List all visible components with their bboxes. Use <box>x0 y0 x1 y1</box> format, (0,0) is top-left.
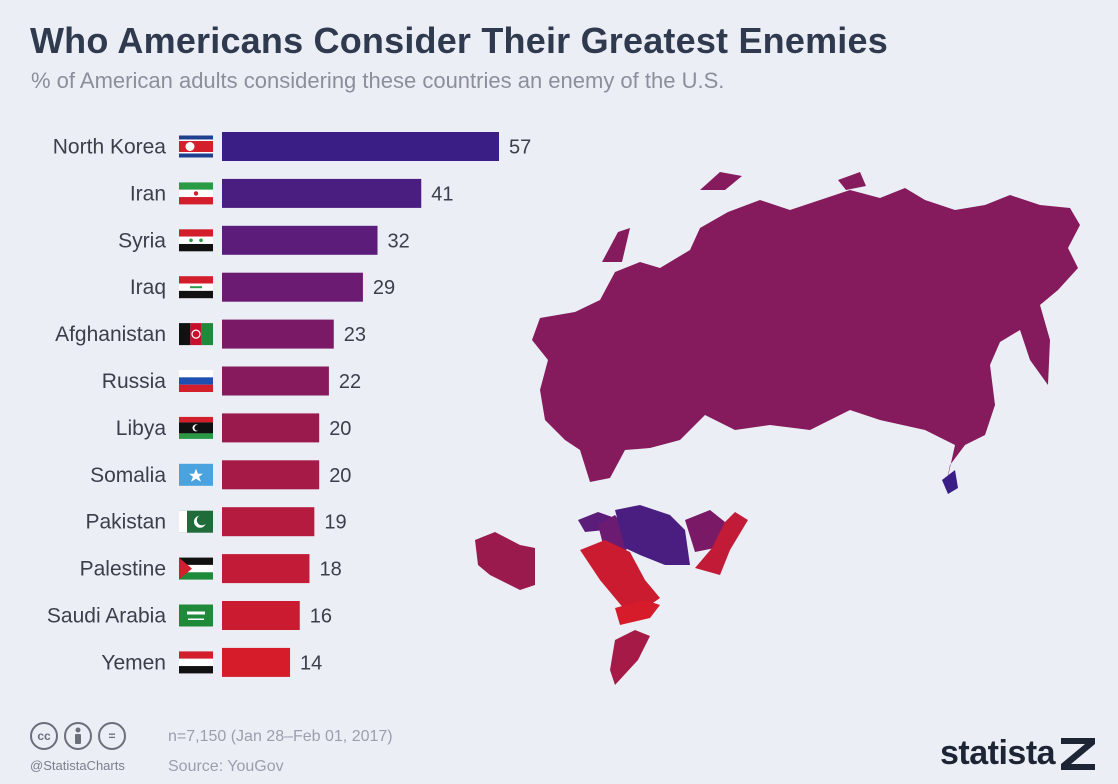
chart-title: Who Americans Consider Their Greatest En… <box>30 20 888 61</box>
category-label-yemen: Yemen <box>101 651 166 674</box>
value-label-palestine: 18 <box>319 559 341 581</box>
category-label-syria: Syria <box>118 229 166 252</box>
source-note: Source: YouGov <box>168 758 284 775</box>
bar-north-korea <box>222 132 499 161</box>
map-region-novaya-zemlya <box>700 172 742 190</box>
bar-yemen <box>222 647 291 677</box>
value-label-libya: 20 <box>329 418 351 440</box>
category-label-libya: Libya <box>116 417 167 440</box>
flag-yemen-icon <box>179 651 213 674</box>
category-label-iraq: Iraq <box>130 276 166 299</box>
flag-syria-icon <box>179 229 213 252</box>
attribution-icon <box>64 722 92 750</box>
map-region-saudi-arabia <box>580 540 660 610</box>
category-label-pakistan: Pakistan <box>85 511 166 534</box>
chart-subtitle: % of American adults considering these c… <box>31 68 725 93</box>
flag-saudi-arabia-icon <box>179 604 213 627</box>
category-label-palestine: Palestine <box>80 558 166 581</box>
value-label-afghanistan: 23 <box>344 324 366 346</box>
map-region-yemen <box>615 600 660 625</box>
sample-note: n=7,150 (Jan 28–Feb 01, 2017) <box>168 728 393 745</box>
statista-mark-icon <box>1061 737 1096 770</box>
flag-somalia-icon <box>179 463 213 486</box>
category-label-iran: Iran <box>130 182 166 205</box>
bar-saudi-arabia <box>222 601 300 630</box>
value-label-saudi-arabia: 16 <box>310 606 332 628</box>
value-label-iran: 41 <box>431 183 453 205</box>
category-label-russia: Russia <box>102 370 167 393</box>
license-block: cc = @StatistaCharts <box>30 722 126 773</box>
value-label-iraq: 29 <box>373 277 395 299</box>
flag-palestine-icon <box>179 557 213 580</box>
map-region-iran <box>615 505 690 565</box>
flag-libya-icon <box>179 416 213 439</box>
bar-chart: North Korea 57 Iran 41 Syria 32 Iraq 29 Afghanis… <box>47 132 531 677</box>
map-region-libya <box>475 532 535 590</box>
flag-russia-icon <box>179 370 213 392</box>
bar-libya <box>222 413 320 443</box>
flag-north-korea-icon <box>179 135 213 158</box>
flag-iraq-icon <box>179 276 213 299</box>
flag-pakistan-icon <box>179 510 213 533</box>
bar-iraq <box>222 272 363 302</box>
bar-somalia <box>222 460 320 490</box>
value-label-russia: 22 <box>339 371 361 393</box>
bar-syria <box>222 225 378 255</box>
cc-icon: cc <box>30 722 58 750</box>
brand-name: statista <box>940 734 1056 772</box>
bar-pakistan <box>222 507 315 537</box>
map-region-kola <box>602 228 630 262</box>
category-label-afghanistan: Afghanistan <box>55 323 166 346</box>
no-derivatives-icon: = <box>98 722 126 750</box>
value-label-north-korea: 57 <box>509 137 531 159</box>
bar-afghanistan <box>222 319 334 349</box>
value-label-pakistan: 19 <box>324 512 346 534</box>
bar-russia <box>222 366 329 396</box>
map-region-arctic-islands <box>838 172 866 190</box>
map-region-russia <box>532 188 1080 490</box>
category-label-somalia: Somalia <box>90 464 166 487</box>
value-label-somalia: 20 <box>329 465 351 487</box>
bar-iran <box>222 178 422 208</box>
statista-logo: statista <box>940 734 1096 773</box>
map-region-afghanistan <box>685 510 725 552</box>
flag-iran-icon <box>179 182 213 205</box>
map-region-north-korea <box>942 470 958 494</box>
value-label-syria: 32 <box>388 230 410 252</box>
bar-palestine <box>222 554 310 584</box>
map-region-somalia <box>610 630 650 685</box>
map-region-pakistan <box>695 512 748 575</box>
category-label-saudi-arabia: Saudi Arabia <box>47 605 166 628</box>
value-label-yemen: 14 <box>300 652 322 674</box>
statista-handle: @StatistaCharts <box>30 758 125 773</box>
flag-afghanistan-icon <box>179 323 213 346</box>
category-label-north-korea: North Korea <box>53 136 167 159</box>
